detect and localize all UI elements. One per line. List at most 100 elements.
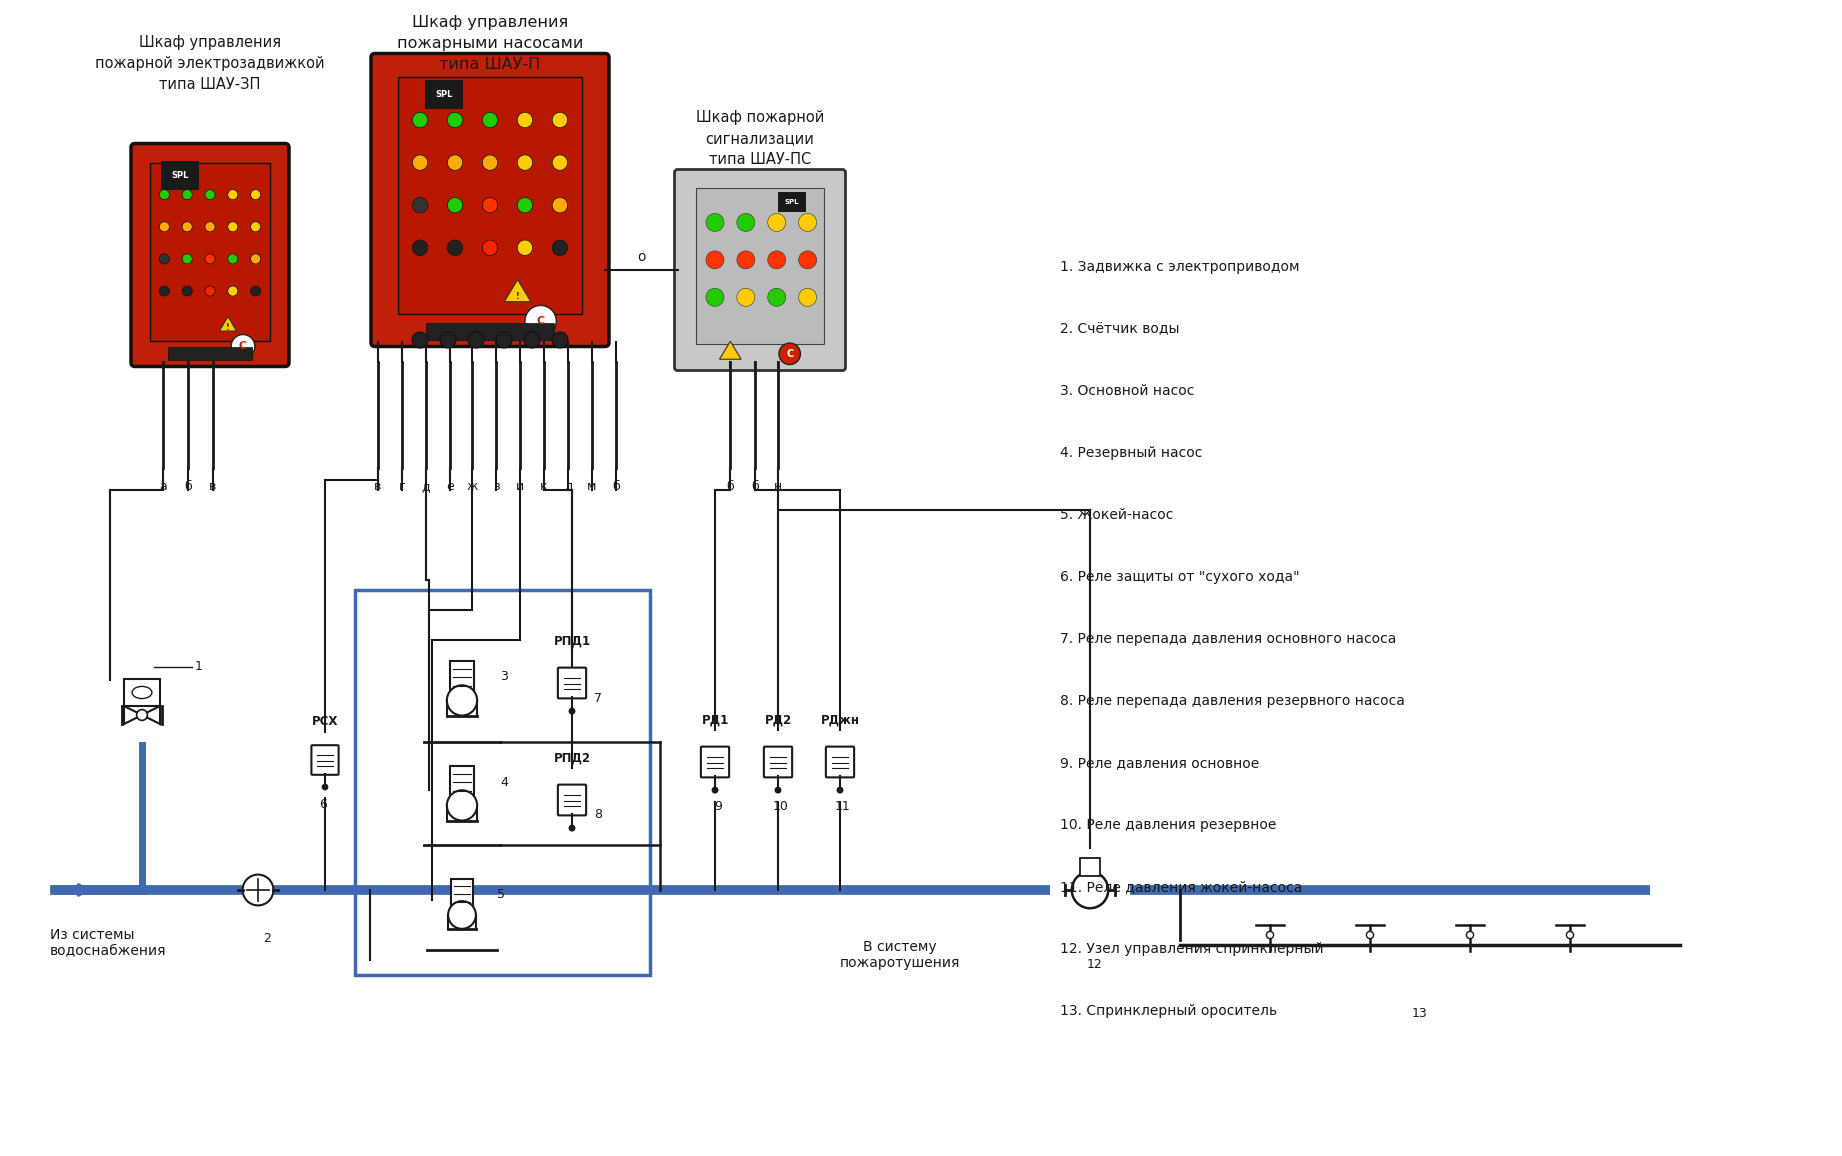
Circle shape bbox=[1466, 932, 1474, 939]
Circle shape bbox=[553, 112, 567, 128]
Circle shape bbox=[523, 332, 540, 348]
Text: 9. Реле давления основное: 9. Реле давления основное bbox=[1059, 756, 1260, 770]
Circle shape bbox=[705, 251, 724, 269]
Circle shape bbox=[468, 332, 484, 348]
Circle shape bbox=[737, 251, 755, 269]
Circle shape bbox=[251, 222, 260, 232]
Text: C: C bbox=[787, 349, 794, 358]
Polygon shape bbox=[505, 280, 530, 302]
Text: РДжн: РДжн bbox=[820, 714, 860, 727]
Text: 11. Реле давления жокей-насоса: 11. Реле давления жокей-насоса bbox=[1059, 880, 1302, 894]
Circle shape bbox=[553, 155, 567, 170]
Circle shape bbox=[136, 710, 147, 720]
Circle shape bbox=[569, 825, 575, 831]
Text: б: б bbox=[726, 480, 733, 492]
Circle shape bbox=[713, 787, 718, 793]
Text: з: з bbox=[492, 480, 499, 492]
Text: б: б bbox=[752, 480, 759, 492]
Circle shape bbox=[228, 286, 238, 296]
Circle shape bbox=[232, 334, 254, 358]
Circle shape bbox=[228, 222, 238, 232]
Text: а: а bbox=[158, 480, 168, 492]
Text: РД2: РД2 bbox=[764, 714, 792, 727]
FancyBboxPatch shape bbox=[426, 323, 554, 340]
FancyBboxPatch shape bbox=[825, 747, 855, 777]
Text: 1. Задвижка с электроприводом: 1. Задвижка с электроприводом bbox=[1059, 260, 1299, 274]
Text: 10: 10 bbox=[774, 800, 788, 813]
Text: 3: 3 bbox=[499, 670, 508, 683]
Circle shape bbox=[518, 198, 532, 213]
Text: е: е bbox=[446, 480, 453, 492]
Circle shape bbox=[553, 332, 567, 348]
Text: л: л bbox=[564, 480, 573, 492]
FancyBboxPatch shape bbox=[558, 668, 586, 698]
Circle shape bbox=[1367, 932, 1374, 939]
Text: SPL: SPL bbox=[435, 89, 453, 98]
FancyBboxPatch shape bbox=[700, 747, 729, 777]
Circle shape bbox=[518, 112, 532, 128]
Circle shape bbox=[182, 190, 192, 200]
Text: SPL: SPL bbox=[171, 171, 188, 179]
Text: В систему
пожаротушения: В систему пожаротушения bbox=[840, 940, 960, 970]
Circle shape bbox=[251, 286, 260, 296]
Circle shape bbox=[799, 251, 816, 269]
Text: 11: 11 bbox=[834, 800, 851, 813]
Text: Из системы
водоснабжения: Из системы водоснабжения bbox=[50, 928, 166, 958]
Circle shape bbox=[569, 709, 575, 714]
Circle shape bbox=[243, 875, 273, 905]
Text: Шкаф управления
пожарной электрозадвижкой
типа ШАУ-ЗП: Шкаф управления пожарной электрозадвижко… bbox=[96, 35, 324, 92]
Circle shape bbox=[1267, 932, 1273, 939]
Text: ж: ж bbox=[466, 480, 477, 492]
Circle shape bbox=[413, 198, 427, 213]
FancyBboxPatch shape bbox=[311, 746, 339, 775]
Circle shape bbox=[448, 198, 462, 213]
Circle shape bbox=[768, 288, 787, 306]
Circle shape bbox=[413, 332, 427, 348]
Circle shape bbox=[413, 155, 427, 170]
Text: 10. Реле давления резервное: 10. Реле давления резервное bbox=[1059, 818, 1277, 832]
FancyBboxPatch shape bbox=[123, 679, 160, 706]
Circle shape bbox=[413, 112, 427, 128]
Text: 5: 5 bbox=[497, 889, 505, 902]
Text: 7: 7 bbox=[593, 691, 602, 704]
Text: !: ! bbox=[516, 291, 519, 301]
FancyBboxPatch shape bbox=[168, 348, 252, 361]
Circle shape bbox=[799, 288, 816, 306]
Circle shape bbox=[440, 332, 457, 348]
Circle shape bbox=[228, 190, 238, 200]
Text: 2: 2 bbox=[263, 932, 271, 944]
Circle shape bbox=[182, 222, 192, 232]
Text: SPL: SPL bbox=[785, 199, 799, 205]
Circle shape bbox=[448, 155, 462, 170]
Circle shape bbox=[160, 222, 169, 232]
FancyBboxPatch shape bbox=[451, 879, 473, 906]
FancyBboxPatch shape bbox=[696, 188, 825, 344]
Circle shape bbox=[737, 288, 755, 306]
Circle shape bbox=[705, 214, 724, 231]
Circle shape bbox=[553, 198, 567, 213]
Text: б: б bbox=[612, 480, 621, 492]
Ellipse shape bbox=[133, 687, 151, 698]
Text: РСХ: РСХ bbox=[311, 716, 339, 728]
Circle shape bbox=[1072, 872, 1109, 909]
FancyBboxPatch shape bbox=[449, 661, 473, 691]
Circle shape bbox=[799, 214, 816, 231]
Circle shape bbox=[483, 240, 497, 255]
Text: к: к bbox=[540, 480, 547, 492]
Text: в: в bbox=[210, 480, 217, 492]
Text: д: д bbox=[422, 480, 431, 492]
Text: 8. Реле перепада давления резервного насоса: 8. Реле перепада давления резервного нас… bbox=[1059, 694, 1405, 707]
Circle shape bbox=[182, 254, 192, 264]
FancyBboxPatch shape bbox=[558, 785, 586, 815]
Text: 5. Жокей-насос: 5. Жокей-насос bbox=[1059, 507, 1173, 523]
Circle shape bbox=[705, 288, 724, 306]
Circle shape bbox=[204, 286, 216, 296]
Text: 13: 13 bbox=[1413, 1007, 1428, 1020]
Text: 2. Счётчик воды: 2. Счётчик воды bbox=[1059, 323, 1179, 336]
Polygon shape bbox=[720, 341, 740, 360]
Circle shape bbox=[204, 190, 216, 200]
Text: 6: 6 bbox=[319, 798, 326, 812]
Circle shape bbox=[448, 791, 477, 821]
Circle shape bbox=[160, 254, 169, 264]
Circle shape bbox=[228, 254, 238, 264]
